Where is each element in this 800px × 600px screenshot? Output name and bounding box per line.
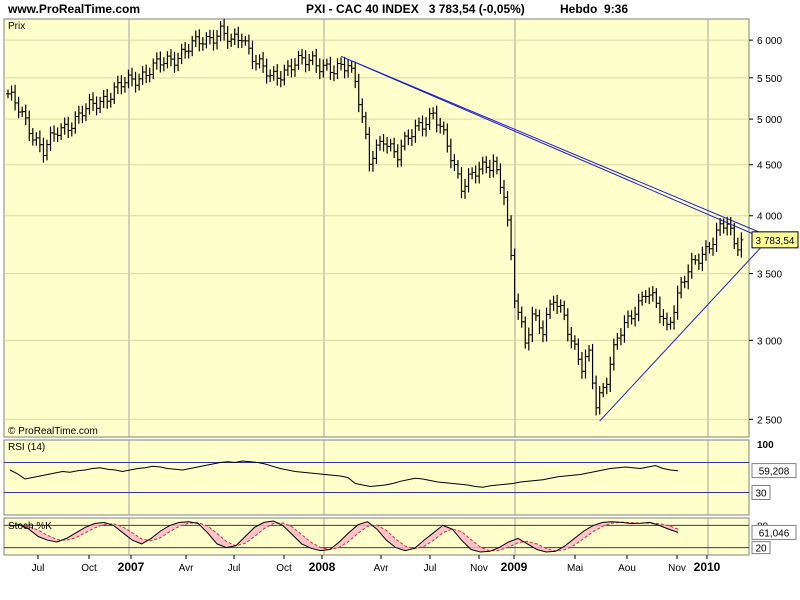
stoch-fill (10, 521, 678, 552)
stoch-label: Stoch %K (8, 521, 52, 532)
price-tick-label: 4 000 (757, 212, 782, 223)
price-panel-label: Prix (8, 21, 25, 32)
rsi-tick-label: 100 (757, 440, 774, 451)
rsi-line (9, 460, 679, 488)
instrument-quote: 3 783,54 (-0,05%) (428, 2, 525, 16)
trendline (340, 55, 785, 248)
rsi-current-box (751, 463, 797, 479)
x-tick-label: Oct (81, 563, 97, 574)
stoch-tick-box (751, 541, 771, 555)
price-bar (739, 232, 744, 258)
x-tick-label: Oct (276, 563, 292, 574)
price-tick-label: 5 000 (757, 115, 782, 126)
x-tick-label: 2009 (501, 560, 528, 574)
price-tick-label: 3 500 (757, 270, 782, 281)
price-tick-label: 4 500 (757, 161, 782, 172)
price-tick-label: 2 500 (757, 415, 782, 426)
x-tick-label: Jul (228, 563, 241, 574)
x-tick-label: Jul (32, 563, 45, 574)
stoch-signal-line (9, 521, 679, 552)
rsi-label: RSI (14) (8, 442, 45, 453)
last-value-box (751, 231, 799, 249)
rsi-panel (3, 439, 750, 516)
price-tick-label: 6 000 (757, 36, 782, 47)
x-tick-label: 2010 (694, 560, 721, 574)
trendline (599, 237, 771, 422)
x-tick-label: Mai (567, 563, 583, 574)
price-panel (3, 18, 750, 438)
trendline (351, 60, 774, 239)
stoch-current-box (751, 524, 797, 540)
chart-header: www.ProRealTime.com PXI - CAC 40 INDEX 3… (0, 0, 800, 18)
x-tick-label: Avr (179, 563, 194, 574)
last-value-label: 3 783,54 (756, 236, 795, 247)
watermark: © ProRealTime.com (8, 426, 98, 437)
stoch-current-label: 61,046 (759, 528, 790, 539)
x-tick-label: Avr (374, 563, 389, 574)
price-bars (6, 18, 744, 416)
x-tick-label: Nov (470, 563, 488, 574)
instrument-title: PXI - CAC 40 INDEX 3 783,54 (-0,05%) (306, 2, 525, 16)
instrument-name: PXI - CAC 40 INDEX (306, 2, 419, 16)
stoch-tick-label: 20 (755, 544, 767, 555)
x-tick-label: Jul (424, 563, 437, 574)
x-tick-label: Aou (618, 563, 636, 574)
rsi-current-label: 59,208 (759, 467, 790, 478)
time-label: 9:36 (604, 2, 629, 16)
period-label: Hebdo (560, 2, 598, 16)
stoch-k-line (9, 520, 679, 553)
site-name[interactable]: www.ProRealTime.com (8, 2, 141, 16)
price-tick-label: 5 500 (757, 74, 782, 85)
x-tick-label: 2008 (309, 560, 336, 574)
rsi-tick-label: 30 (755, 489, 767, 500)
period-time: Hebdo 9:36 (560, 2, 628, 16)
x-tick-label: 2007 (118, 560, 145, 574)
x-tick-label: Nov (668, 563, 686, 574)
price-tick-label: 3 000 (757, 336, 782, 347)
rsi-tick-box (751, 485, 771, 500)
